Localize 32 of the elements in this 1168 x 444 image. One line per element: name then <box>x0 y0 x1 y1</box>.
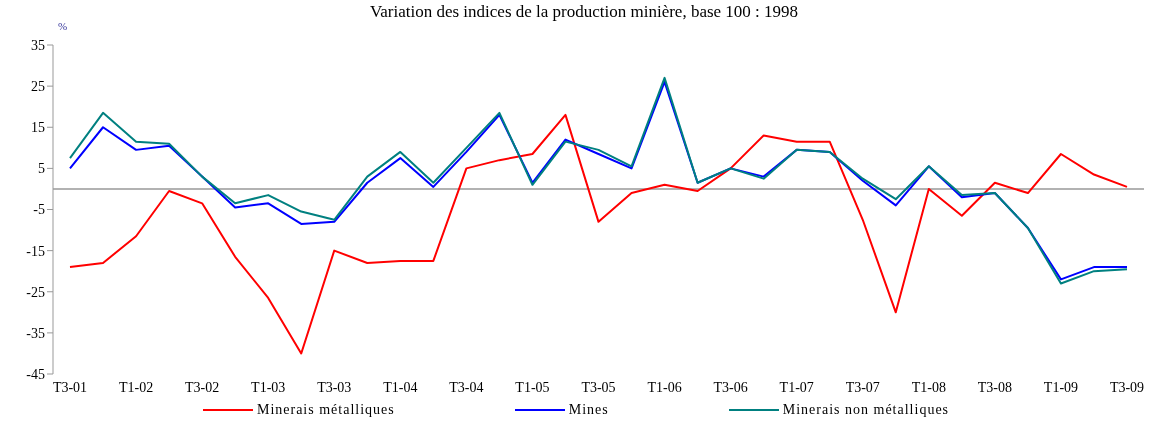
x-tick-label: T1-02 <box>118 379 154 395</box>
legend-label: Minerais métalliques <box>256 402 395 418</box>
chart-title: Variation des indices de la production minière, base 100 : 1998 <box>369 2 799 21</box>
x-tick-label: T1-06 <box>647 379 682 395</box>
x-tick-label: T3-04 <box>449 379 484 395</box>
legend-label: Minerais non métalliques <box>782 402 950 418</box>
y-tick-label: 25 <box>31 79 45 95</box>
y-axis-title: % <box>58 20 68 32</box>
y-tick-label: -35 <box>26 325 45 341</box>
x-tick-label: T1-09 <box>1043 379 1079 395</box>
x-tick-label: T3-08 <box>977 379 1012 395</box>
x-tick-label: T3-07 <box>845 379 880 395</box>
x-tick-label: T3-01 <box>52 379 88 395</box>
y-tick-label: -15 <box>26 243 45 259</box>
x-tick-label: T3-06 <box>713 379 748 395</box>
y-tick-label: 35 <box>31 37 45 53</box>
x-tick-label: T1-03 <box>251 379 286 395</box>
x-tick-label: T1-05 <box>515 379 550 395</box>
y-tick-label: -45 <box>26 366 45 382</box>
y-tick-label: -25 <box>26 284 45 300</box>
x-tick-label: T1-07 <box>779 379 814 395</box>
x-tick-label: T3-02 <box>185 379 220 395</box>
x-tick-label: T3-05 <box>581 379 616 395</box>
x-tick-label: T1-04 <box>383 379 418 395</box>
y-tick-label: 15 <box>31 120 45 136</box>
x-tick-label: T3-03 <box>317 379 352 395</box>
y-tick-label: 5 <box>38 161 45 177</box>
line-series <box>69 113 1128 355</box>
legend-label: Mines <box>568 402 609 418</box>
y-tick-label: -5 <box>33 202 45 218</box>
x-tick-label: T1-08 <box>911 379 946 395</box>
x-tick-label: T3-09 <box>1109 379 1145 395</box>
